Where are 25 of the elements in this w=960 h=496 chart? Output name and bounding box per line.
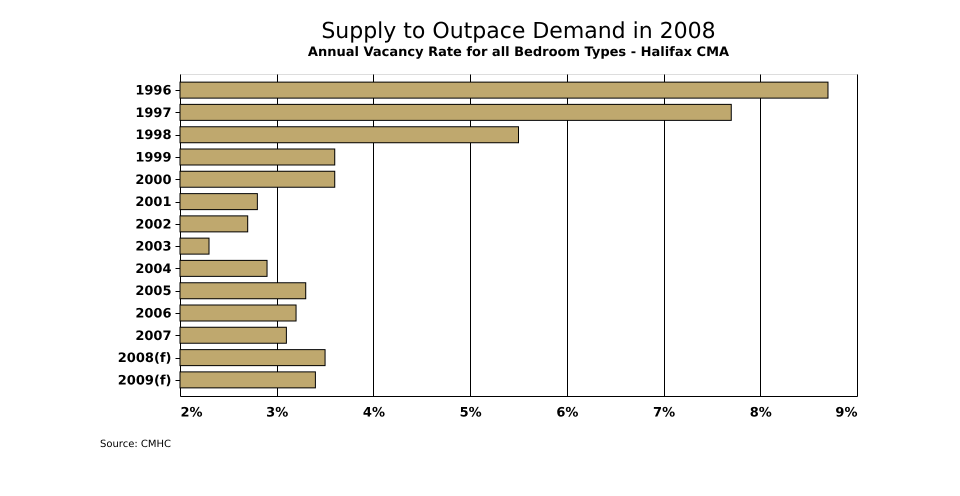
y-tick-label: 2003 [135, 240, 172, 255]
y-tick-label: 2006 [135, 306, 172, 322]
y-tick-label: 2008(f) [118, 351, 172, 366]
x-tick-label: 3% [266, 406, 288, 420]
x-tick-label: 6% [556, 406, 578, 420]
x-tick-label: 8% [750, 406, 772, 420]
y-tick-label: 2002 [135, 217, 172, 232]
y-tick-label: 2001 [135, 195, 172, 210]
x-tick-label: 4% [362, 406, 385, 420]
chart-title: Supply to Outpace Demand in 2008 [321, 19, 716, 44]
x-tick-label: 9% [835, 406, 858, 420]
y-tick-label: 2009(f) [118, 373, 172, 388]
y-tick-label: 1999 [135, 150, 172, 166]
x-tick-label: 5% [460, 406, 482, 420]
source-note: Source: CMHC [100, 439, 172, 450]
y-tick-label: 1997 [135, 106, 172, 121]
x-tick-label: 2% [180, 406, 203, 420]
chart-subtitle: Annual Vacancy Rate for all Bedroom Types - Halifax CMA [308, 45, 730, 60]
y-tick-label: 1996 [135, 84, 172, 99]
y-tick-label: 2007 [135, 328, 172, 344]
x-tick-label: 7% [653, 406, 676, 420]
y-tick-label: 1998 [135, 128, 172, 144]
y-tick-label: 2000 [135, 172, 172, 188]
y-tick-label: 2004 [135, 262, 172, 277]
y-tick-label: 2005 [135, 284, 172, 300]
